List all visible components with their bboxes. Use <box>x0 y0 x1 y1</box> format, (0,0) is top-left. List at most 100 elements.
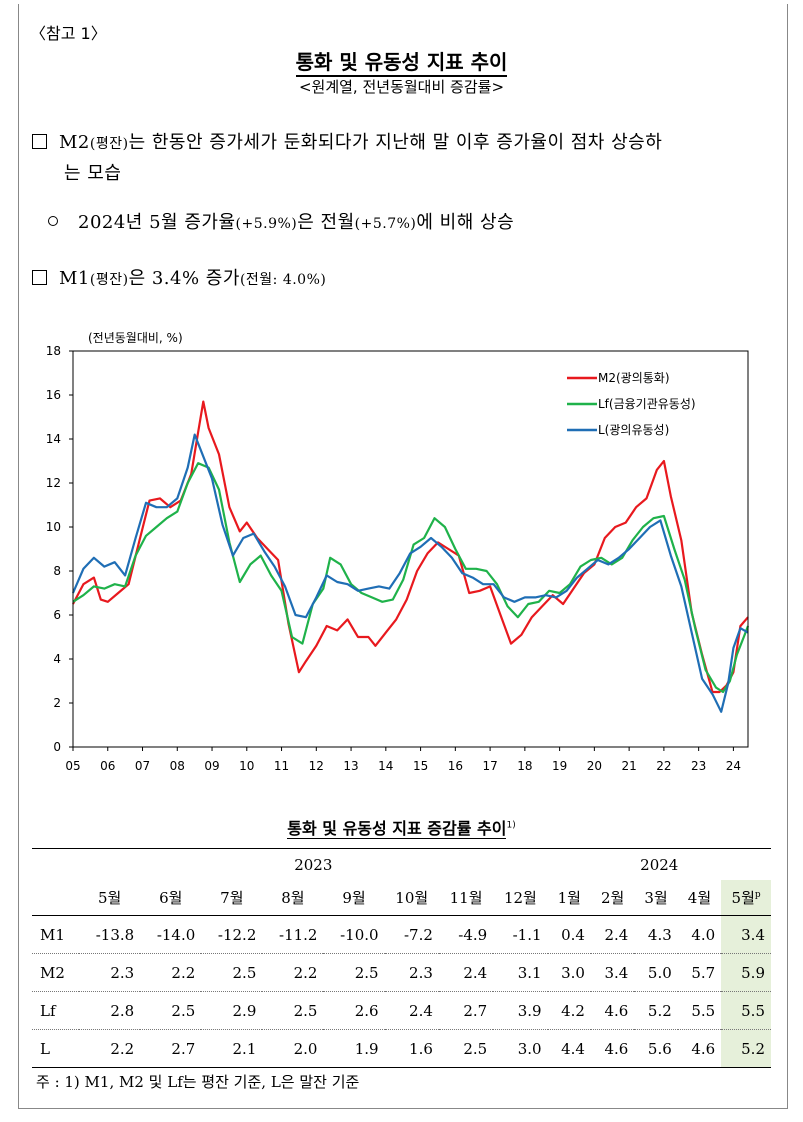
bullet-m2: M2(평잔)는 한동안 증가세가 둔화되다가 지난해 말 이후 증가율이 점차 … <box>32 128 777 189</box>
table-cell: 4.0 <box>691 925 716 944</box>
table-cell: 0.4 <box>561 925 585 944</box>
table-cell: 2.0 <box>293 1039 318 1058</box>
plot-frame <box>72 350 749 748</box>
table-cell: 2.3 <box>409 963 433 982</box>
table-cell: 2.7 <box>463 1001 488 1020</box>
table-cell: -10.0 <box>340 925 379 944</box>
table-cell: 5.7 <box>691 963 716 982</box>
table-cell: 2.8 <box>110 1001 135 1020</box>
table-cell: -12.2 <box>217 925 257 944</box>
table-cell: -4.9 <box>458 925 488 944</box>
x-tick-label: 23 <box>691 759 706 773</box>
table-cell: 2.5 <box>171 1001 196 1020</box>
legend-label: Lf(금융기관유동성) <box>598 397 696 411</box>
month-header: 7월 <box>220 889 244 907</box>
row-label: M2 <box>40 963 65 982</box>
table-cell: 2.4 <box>604 925 629 944</box>
table-cell: 2.9 <box>232 1001 257 1020</box>
table-cell: 5.2 <box>647 1001 672 1020</box>
table-cell: 3.1 <box>517 963 542 982</box>
x-tick-label: 17 <box>482 759 497 773</box>
page-frame <box>18 4 788 1109</box>
table-cell: 1.6 <box>409 1039 433 1058</box>
square-bullet-icon <box>32 270 47 285</box>
corner-cell <box>32 849 79 881</box>
table-title: 통화 및 유동성 지표 증감률 추이1) <box>287 819 516 839</box>
x-tick-label: 15 <box>413 759 428 773</box>
row-label: Lf <box>40 1001 56 1020</box>
month-header: 10월 <box>395 889 429 907</box>
series-line-2 <box>71 433 749 713</box>
table-row: L 2.2 2.7 2.1 2.0 1.9 1.6 2.5 3.0 4.4 4.6 5.6 4.6 5.2 <box>32 1029 771 1068</box>
table-cell: 4.6 <box>604 1039 629 1058</box>
table-cell: -1.1 <box>512 925 542 944</box>
month-header: 11월 <box>449 889 483 907</box>
table-cell-latest: 5.5 <box>721 991 771 1030</box>
x-tick-label: 18 <box>517 759 532 773</box>
y-axis-label: (전년동월대비, %) <box>88 331 183 345</box>
bullet-m2-detail: 2024년 5월 증가율(+5.9%)은 전월(+5.7%)에 비해 상승 <box>48 208 514 234</box>
x-tick-label: 21 <box>621 759 636 773</box>
table-row: M2 2.3 2.2 2.5 2.2 2.5 2.3 2.4 3.1 3.0 3.4 5.0 5.7 5.… <box>32 953 771 992</box>
month-header: 4월 <box>687 889 712 907</box>
reference-tag: 〈참고 1〉 <box>30 24 107 43</box>
page-title: 통화 및 유동성 지표 추이 <box>0 46 803 77</box>
legend-label: L(광의유동성) <box>598 423 669 437</box>
table-cell: 2.2 <box>293 963 318 982</box>
x-tick-label: 09 <box>204 759 219 773</box>
legend-label: M2(광의통화) <box>598 371 670 385</box>
table-cell: 2.5 <box>293 1001 318 1020</box>
month-header: 3월 <box>644 889 668 907</box>
table-cell: 3.4 <box>604 963 629 982</box>
series-line-0 <box>72 400 749 694</box>
table-footnote: 주 : 1) M1, M2 및 Lf는 평잔 기준, L은 말잔 기준 <box>36 1073 360 1091</box>
y-tick-label: 18 <box>46 344 61 358</box>
table-cell: 2.1 <box>232 1039 257 1058</box>
x-tick-label: 22 <box>656 759 671 773</box>
x-tick-label: 19 <box>552 759 567 773</box>
bullet-m1: M1(평잔)은 3.4% 증가(전월: 4.0%) <box>32 264 326 290</box>
y-tick-label: 4 <box>53 652 61 666</box>
month-header: 6월 <box>159 889 183 907</box>
page-subtitle: <원계열, 전년동월대비 증감률> <box>298 78 505 96</box>
table-cell: 3.9 <box>517 1001 542 1020</box>
x-tick-label: 06 <box>100 759 115 773</box>
series-line-1 <box>72 462 750 694</box>
x-tick-label: 11 <box>274 759 289 773</box>
y-tick-label: 14 <box>46 432 61 446</box>
month-header: 8월 <box>281 889 305 907</box>
table-cell: 2.2 <box>110 1039 135 1058</box>
table-cell: 3.0 <box>561 963 585 982</box>
table-row: M1 -13.8 -14.0 -12.2 -11.2 -10.0 -7.2 -4.9 -1.1 0… <box>32 915 771 954</box>
table-cell: 2.5 <box>463 1039 488 1058</box>
month-header: 2월 <box>600 889 625 907</box>
y-tick-label: 6 <box>53 608 61 622</box>
table-cell-latest: 5.2 <box>721 1029 771 1068</box>
y-tick-label: 8 <box>53 564 61 578</box>
table-cell: 1.9 <box>354 1039 379 1058</box>
table-cell: 2.7 <box>171 1039 196 1058</box>
y-tick-label: 12 <box>46 476 61 490</box>
table-cell: 3.0 <box>517 1039 542 1058</box>
table-cell: 2.6 <box>354 1001 379 1020</box>
row-label: M1 <box>40 925 65 944</box>
table-cell: 2.5 <box>354 963 379 982</box>
table-cell: 5.6 <box>647 1039 672 1058</box>
month-header: 12월 <box>503 889 537 907</box>
table-cell: -14.0 <box>156 925 196 944</box>
row-label: L <box>40 1039 50 1058</box>
table-cell-latest: 5.9 <box>721 953 771 992</box>
table-cell: 5.5 <box>691 1001 716 1020</box>
y-tick-label: 16 <box>46 388 61 402</box>
table-cell: -7.2 <box>403 925 433 944</box>
table-cell: 2.3 <box>110 963 135 982</box>
year-2024-header: 2024 <box>640 855 679 874</box>
year-2023-header: 2023 <box>294 855 333 874</box>
x-tick-label: 08 <box>170 759 185 773</box>
y-tick-label: 10 <box>46 520 61 534</box>
x-tick-label: 12 <box>309 759 324 773</box>
table-cell: 5.0 <box>647 963 672 982</box>
circle-bullet-icon <box>48 216 58 226</box>
x-tick-label: 14 <box>378 759 393 773</box>
